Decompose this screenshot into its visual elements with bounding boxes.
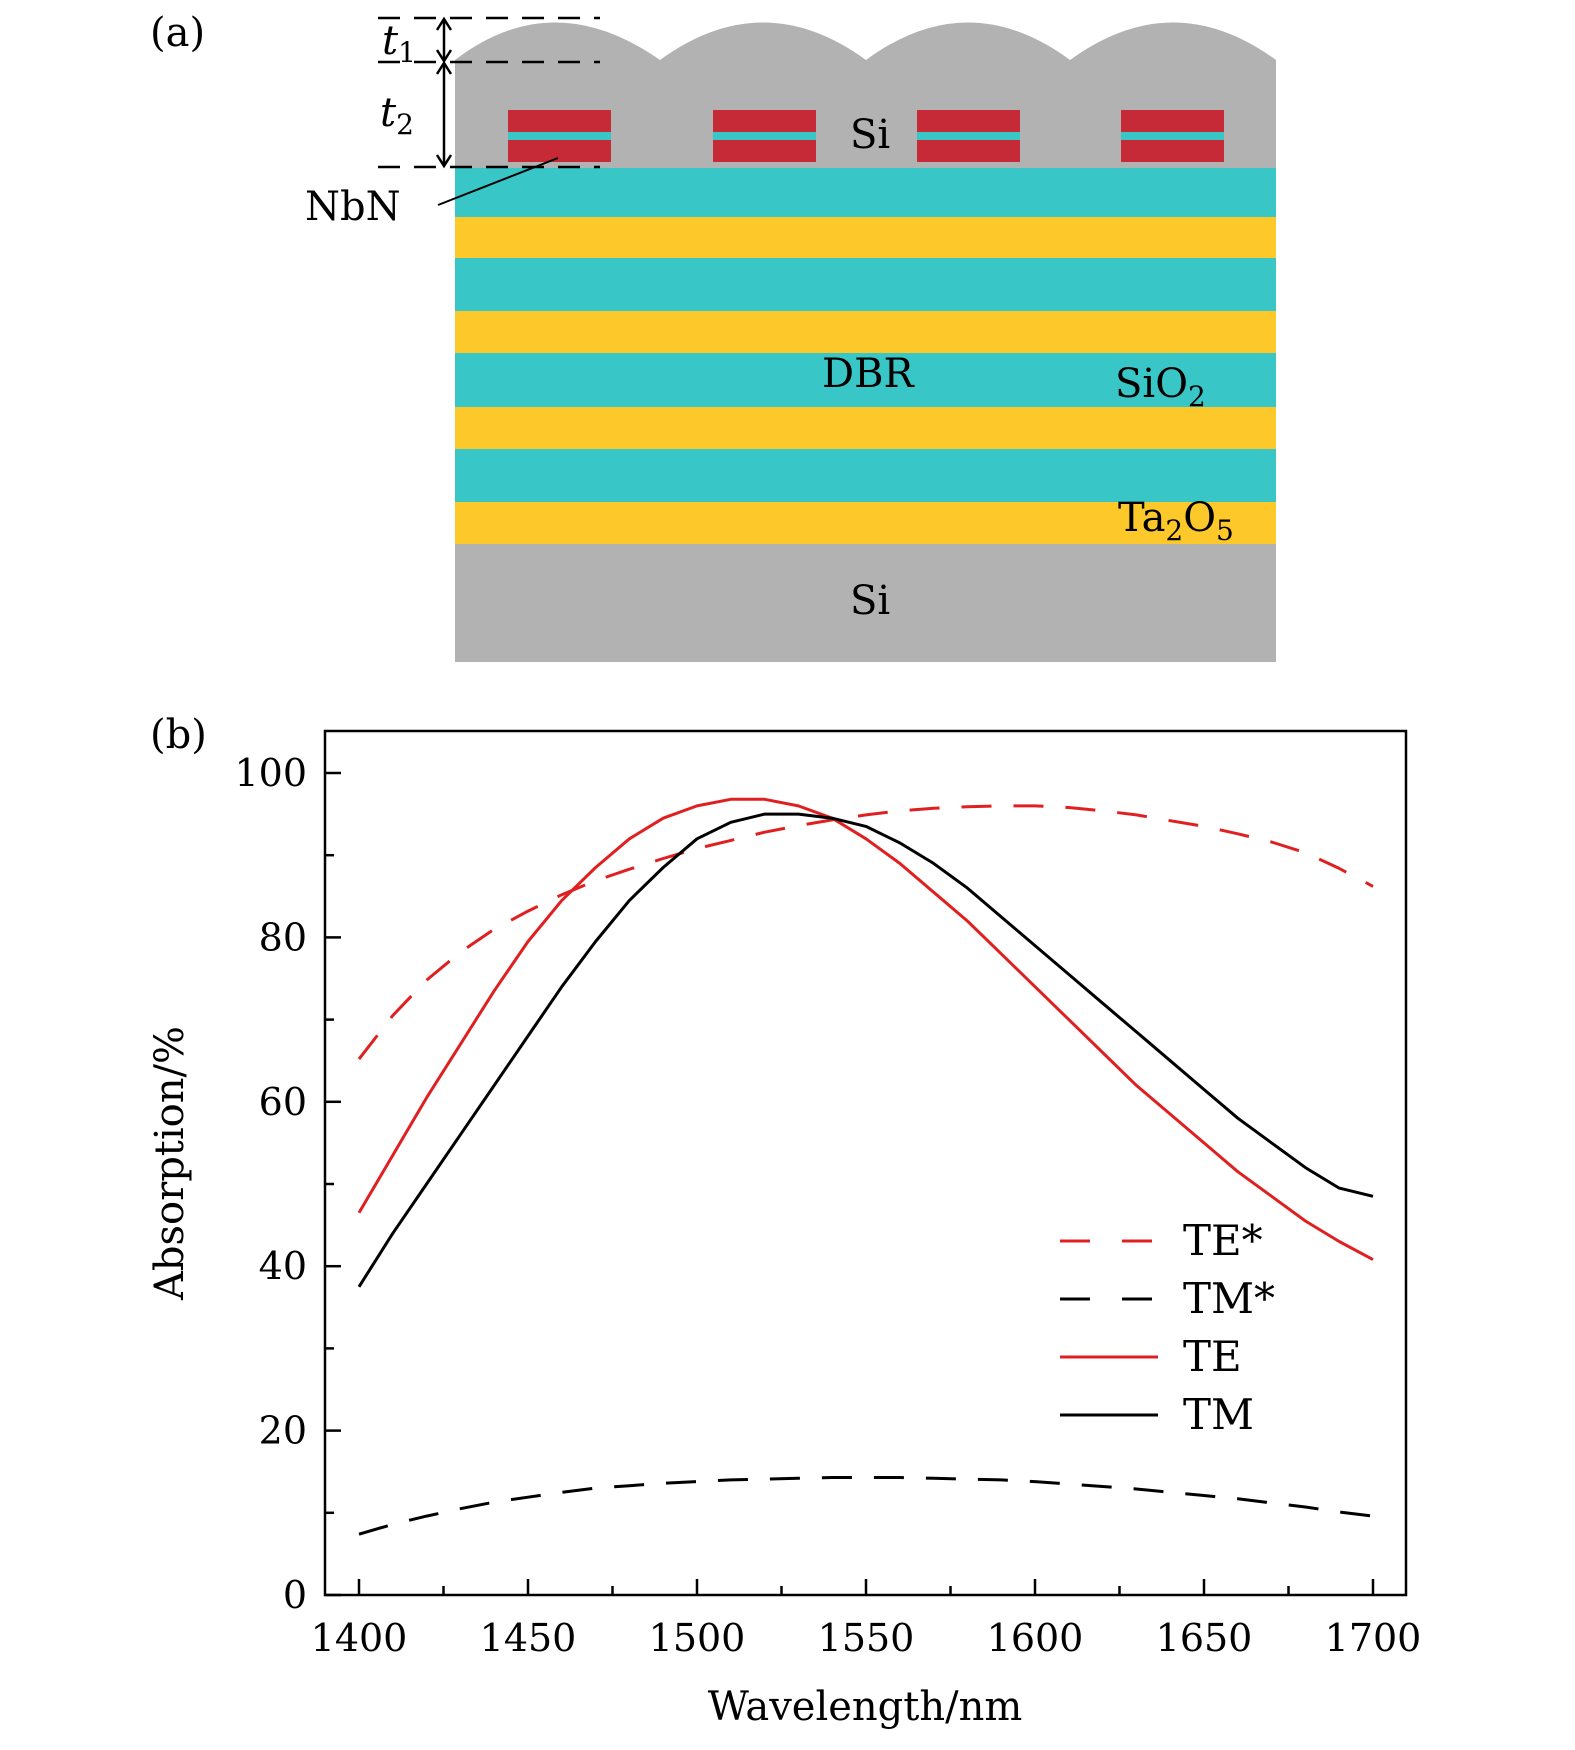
ta2o5-layer bbox=[455, 217, 1276, 258]
x-tick-label: 1650 bbox=[1156, 1616, 1253, 1660]
x-tick-label: 1550 bbox=[818, 1616, 915, 1660]
device-schematic: (a) bbox=[150, 10, 1276, 662]
ta2o5-layer bbox=[455, 311, 1276, 353]
dbr-label: DBR bbox=[822, 351, 915, 397]
tick-labels: 1400 1450 1500 1550 1600 1650 1700 0 20 40 60 80 100 bbox=[234, 751, 1421, 1660]
axis-ticks bbox=[325, 771, 1375, 1597]
t2-label: t2 bbox=[380, 90, 414, 141]
sio2-layer bbox=[455, 258, 1276, 311]
y-tick-label: 100 bbox=[234, 751, 307, 795]
si-cap-layer bbox=[455, 22, 1276, 168]
ta2o5-layer bbox=[455, 407, 1276, 449]
sio2-layer bbox=[455, 353, 1276, 407]
si-substrate bbox=[455, 544, 1276, 662]
nbn-stack-4 bbox=[1121, 110, 1224, 162]
y-tick-label: 40 bbox=[259, 1244, 307, 1288]
ta2o5-layer bbox=[455, 502, 1276, 544]
panel-a-label: (a) bbox=[150, 10, 205, 56]
x-tick-label: 1600 bbox=[987, 1616, 1084, 1660]
legend-label-tm-star: TM* bbox=[1183, 1274, 1275, 1323]
t1-label: t1 bbox=[382, 18, 416, 69]
legend-label-tm: TM bbox=[1183, 1390, 1254, 1439]
y-axis-label: Absorption/% bbox=[147, 1026, 193, 1301]
panel-b-label: (b) bbox=[150, 712, 207, 758]
ta2o5-label: Ta2O5 bbox=[1118, 495, 1234, 547]
absorption-chart: (b) 1400 1450 1500 1550 1600 1650 1700 0 20 40 60 8… bbox=[147, 712, 1421, 1730]
sio2-layer bbox=[455, 449, 1276, 502]
dbr-stack bbox=[455, 168, 1276, 544]
y-tick-label: 80 bbox=[259, 915, 307, 959]
y-tick-label: 20 bbox=[259, 1409, 307, 1453]
series-line-tm-star bbox=[358, 1476, 1374, 1536]
nbn-stack-3 bbox=[917, 110, 1020, 162]
dimension-guides bbox=[378, 16, 600, 169]
series-lines bbox=[357, 797, 1374, 1536]
nbn-stack-2 bbox=[713, 110, 816, 162]
nbn-label: NbN bbox=[305, 184, 401, 230]
legend-label-te-star: TE* bbox=[1183, 1216, 1263, 1265]
x-tick-label: 1400 bbox=[311, 1616, 408, 1660]
si-top-label: Si bbox=[850, 112, 890, 158]
legend: TE* TM* TE TM bbox=[1060, 1216, 1275, 1439]
x-tick-label: 1450 bbox=[480, 1616, 577, 1660]
y-tick-label: 60 bbox=[259, 1080, 307, 1124]
si-bottom-label: Si bbox=[850, 578, 890, 624]
series-line-tm bbox=[357, 812, 1374, 1288]
nbn-pointer bbox=[437, 157, 559, 206]
plot-frame bbox=[323, 729, 1408, 1597]
legend-label-te: TE bbox=[1183, 1332, 1242, 1381]
dimension-arrows bbox=[435, 16, 453, 169]
sio2-label: SiO2 bbox=[1115, 361, 1206, 413]
x-tick-label: 1700 bbox=[1325, 1616, 1422, 1660]
x-axis-label: Wavelength/nm bbox=[708, 1684, 1023, 1730]
series-line-te-star bbox=[357, 804, 1374, 1061]
sio2-layer bbox=[455, 168, 1276, 217]
x-tick-label: 1500 bbox=[649, 1616, 746, 1660]
y-tick-label: 0 bbox=[283, 1573, 307, 1617]
series-line-te bbox=[357, 797, 1374, 1261]
nbn-stack-1 bbox=[508, 110, 611, 162]
